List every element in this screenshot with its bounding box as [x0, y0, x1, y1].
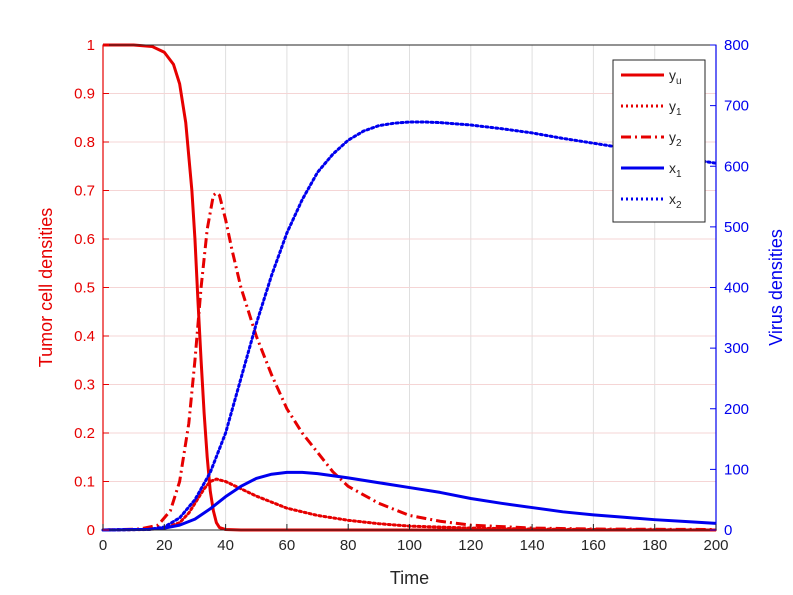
- y-right-tick-label: 200: [724, 401, 749, 418]
- x-tick-label: 80: [340, 537, 357, 554]
- series-line-y2: [102, 191, 717, 532]
- x-tick-label: 100: [397, 537, 422, 554]
- legend-label-subscript: 1: [676, 169, 682, 180]
- legend-label: y2: [669, 129, 682, 149]
- x-axis-label: Time: [390, 568, 429, 588]
- y-axis-left-label: Tumor cell densities: [36, 208, 56, 367]
- y-left-tick-label: 0.8: [74, 134, 95, 151]
- y-right-tick-label: 800: [724, 37, 749, 54]
- x-tick-label: 20: [156, 537, 173, 554]
- y-left-tick-label: 0.4: [74, 328, 95, 345]
- x-tick-label: 120: [458, 537, 483, 554]
- y-axis-right-label: Virus densities: [766, 229, 786, 346]
- y-left-tick-label: 0.7: [74, 183, 95, 200]
- legend-label: x1: [669, 160, 682, 180]
- y-left-tick-label: 0.1: [74, 474, 95, 491]
- x-tick-label: 0: [99, 537, 107, 554]
- series-layer: [101, 43, 718, 532]
- legend-label-base: x: [669, 191, 676, 207]
- y-left-tick-label: 0.3: [74, 377, 95, 394]
- legend-label: x2: [669, 191, 682, 211]
- ticks: 0 20 40 60 80 100 120 140 160 180 20000.10.20.30.4…: [74, 37, 749, 554]
- x-tick-label: 40: [217, 537, 234, 554]
- y-right-tick-label: 100: [724, 461, 749, 478]
- legend-label-base: x: [669, 160, 676, 176]
- legend-label-base: y: [669, 67, 676, 83]
- legend-label-subscript: 2: [676, 138, 682, 149]
- y-right-tick-label: 700: [724, 98, 749, 115]
- y-left-tick-label: 1: [87, 37, 95, 54]
- x-tick-label: 60: [279, 537, 296, 554]
- x-tick-label: 200: [703, 537, 728, 554]
- legend-box: [612, 59, 706, 223]
- series-line-y1: [101, 477, 718, 532]
- legend-label-subscript: 1: [676, 107, 682, 118]
- y-right-tick-label: 600: [724, 158, 749, 175]
- y-right-tick-label: 500: [724, 219, 749, 236]
- y-right-tick-label: 0: [724, 522, 732, 539]
- y-left-tick-label: 0.2: [74, 425, 95, 442]
- series-line-x1: [102, 470, 717, 532]
- series-line-x2: [101, 120, 718, 532]
- x-tick-label: 140: [520, 537, 545, 554]
- x-tick-label: 160: [581, 537, 606, 554]
- y-right-tick-label: 400: [724, 280, 749, 297]
- legend-label: yu: [669, 67, 682, 87]
- y-right-tick-label: 300: [724, 340, 749, 357]
- x-tick-label: 180: [642, 537, 667, 554]
- legend-label-subscript: u: [676, 76, 682, 87]
- legend-label: y1: [669, 98, 682, 118]
- series-line-yu: [103, 43, 716, 532]
- y-left-tick-label: 0.5: [74, 280, 95, 297]
- y-left-tick-label: 0: [87, 522, 95, 539]
- legend-label-base: y: [669, 129, 676, 145]
- y-left-tick-label: 0.9: [74, 86, 95, 103]
- legend-label-base: y: [669, 98, 676, 114]
- y-left-tick-label: 0.6: [74, 231, 95, 248]
- legend-label-subscript: 2: [676, 200, 682, 211]
